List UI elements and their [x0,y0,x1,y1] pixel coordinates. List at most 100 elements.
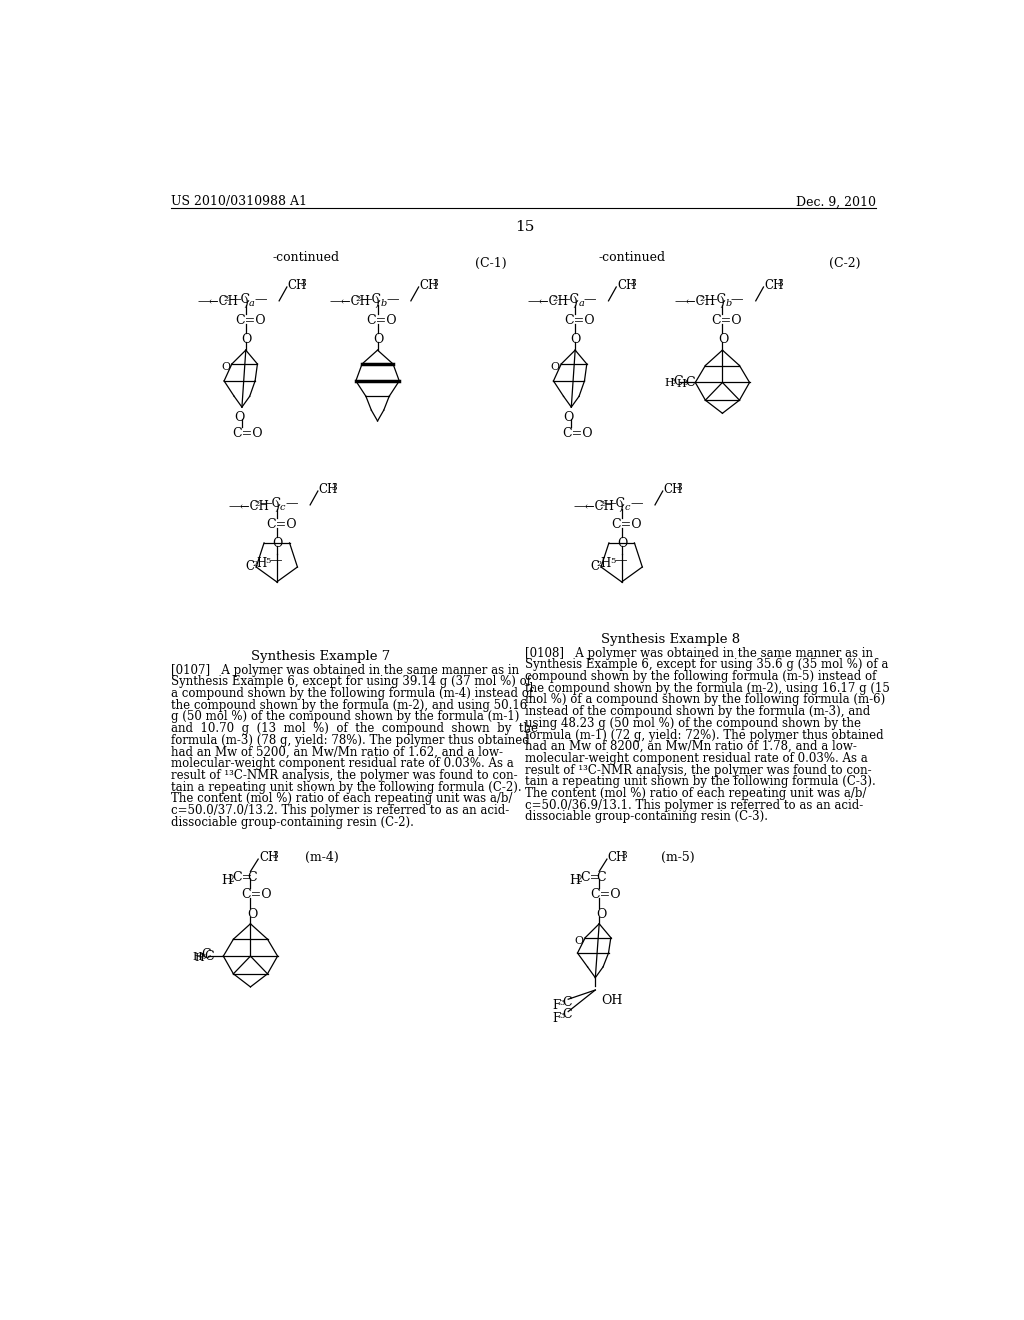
Text: C: C [674,375,683,388]
Text: a: a [249,298,255,308]
Text: C: C [685,376,695,389]
Text: C=O: C=O [232,428,263,440]
Text: —←CH: —←CH [228,499,269,512]
Text: 5: 5 [610,557,615,565]
Text: using 48.23 g (50 mol %) of the compound shown by the: using 48.23 g (50 mol %) of the compound… [524,717,861,730]
Text: O: O [718,333,728,346]
Text: 2: 2 [553,296,558,304]
Text: 5: 5 [265,557,270,565]
Text: C: C [248,871,257,884]
Text: C=O: C=O [562,428,593,440]
Text: C=O: C=O [234,314,265,327]
Text: 3: 3 [630,280,636,288]
Text: 3: 3 [199,952,204,960]
Text: H: H [676,379,686,389]
Text: [0107]   A polymer was obtained in the same manner as in: [0107] A polymer was obtained in the sam… [171,664,519,677]
Text: Synthesis Example 6, except for using 39.14 g (37 mol %) of: Synthesis Example 6, except for using 39… [171,676,530,688]
Text: —: — [630,498,643,511]
Text: —: — [614,554,627,568]
Text: —: — [270,554,283,568]
Text: Dec. 9, 2010: Dec. 9, 2010 [796,195,876,209]
Text: a: a [579,298,584,308]
Text: CH: CH [288,280,307,292]
Text: 2: 2 [599,499,604,507]
Text: c: c [280,503,286,512]
Text: H: H [569,875,581,887]
Text: O: O [570,333,581,346]
Text: CH: CH [259,851,279,865]
Text: Synthesis Example 8: Synthesis Example 8 [601,634,740,647]
Text: The content (mol %) ratio of each repeating unit was a/b/: The content (mol %) ratio of each repeat… [524,787,866,800]
Text: b: b [726,298,732,308]
Text: —←CH: —←CH [198,296,239,309]
Text: 3: 3 [201,953,206,961]
Text: formula (m-3) (78 g, yield: 78%). The polymer thus obtained: formula (m-3) (78 g, yield: 78%). The po… [171,734,529,747]
Text: 3: 3 [677,483,682,492]
Text: CH: CH [420,280,438,292]
Text: and  10.70  g  (13  mol  %)  of  the  compound  shown  by  the: and 10.70 g (13 mol %) of the compound s… [171,722,538,735]
Text: -continued: -continued [598,251,666,264]
Text: —C: —C [359,293,382,306]
Text: dissociable group-containing resin (C-3).: dissociable group-containing resin (C-3)… [524,810,768,824]
Text: C=O: C=O [367,314,397,327]
Text: O: O [221,363,230,372]
Text: 2: 2 [355,296,360,304]
Text: c: c [625,503,631,512]
Text: C: C [204,950,214,964]
Text: CH: CH [318,483,338,496]
Text: —C: —C [228,293,250,306]
Text: 15: 15 [515,220,535,234]
Text: tain a repeating unit shown by the following formula (C-3).: tain a repeating unit shown by the follo… [524,775,876,788]
Text: C=O: C=O [241,888,271,902]
Text: —C: —C [557,293,580,306]
Text: 3: 3 [559,1011,564,1019]
Text: a compound shown by the following formula (m-4) instead of: a compound shown by the following formul… [171,686,532,700]
Text: C: C [246,561,255,573]
Text: 3: 3 [682,379,687,387]
Text: 2: 2 [252,561,257,569]
Text: C=O: C=O [266,517,297,531]
Text: 2: 2 [228,875,233,883]
Text: —: — [254,293,267,306]
Text: —←CH: —←CH [573,499,614,512]
Text: O: O [234,411,245,424]
Text: ): ) [572,297,577,310]
Text: [0108]   A polymer was obtained in the same manner as in: [0108] A polymer was obtained in the sam… [524,647,872,660]
Text: CH: CH [664,483,683,496]
Text: ): ) [375,297,379,310]
Text: ): ) [719,297,724,310]
Text: 3: 3 [777,280,783,288]
Text: O: O [272,537,283,550]
Text: F: F [553,999,561,1012]
Text: molecular-weight component residual rate of 0.03%. As a: molecular-weight component residual rate… [524,752,867,764]
Text: O: O [596,908,606,920]
Text: —C: —C [705,293,727,306]
Text: Synthesis Example 6, except for using 35.6 g (35 mol %) of a: Synthesis Example 6, except for using 35… [524,659,888,672]
Text: —: — [386,293,398,306]
Text: C=O: C=O [590,888,621,902]
Text: mol %) of a compound shown by the following formula (m-6): mol %) of a compound shown by the follow… [524,693,885,706]
Text: ): ) [273,502,279,513]
Text: CH: CH [617,280,636,292]
Text: C=O: C=O [611,517,641,531]
Text: O: O [550,363,559,372]
Text: 3: 3 [432,280,438,288]
Text: ): ) [618,502,624,513]
Text: had an Mw of 5200, an Mw/Mn ratio of 1.62, and a low-: had an Mw of 5200, an Mw/Mn ratio of 1.6… [171,746,503,759]
Text: C: C [596,871,606,884]
Text: 2: 2 [254,499,259,507]
Text: —: — [584,293,596,306]
Text: The content (mol %) ratio of each repeating unit was a/b/: The content (mol %) ratio of each repeat… [171,792,512,805]
Text: ): ) [243,297,248,310]
Text: dissociable group-containing resin (C-2).: dissociable group-containing resin (C-2)… [171,816,414,829]
Text: O: O [241,333,252,346]
Text: 3: 3 [272,851,278,861]
Text: result of ¹³C-NMR analysis, the polymer was found to con-: result of ¹³C-NMR analysis, the polymer … [524,763,871,776]
Text: —: — [731,293,743,306]
Text: molecular-weight component residual rate of 0.03%. As a: molecular-weight component residual rate… [171,758,513,770]
Text: —←CH: —←CH [675,296,715,309]
Text: result of ¹³C-NMR analysis, the polymer was found to con-: result of ¹³C-NMR analysis, the polymer … [171,768,517,781]
Text: OH: OH [601,994,623,1007]
Text: the compound shown by the formula (m-2), and using 50.16: the compound shown by the formula (m-2),… [171,698,527,711]
Text: CH: CH [607,851,627,865]
